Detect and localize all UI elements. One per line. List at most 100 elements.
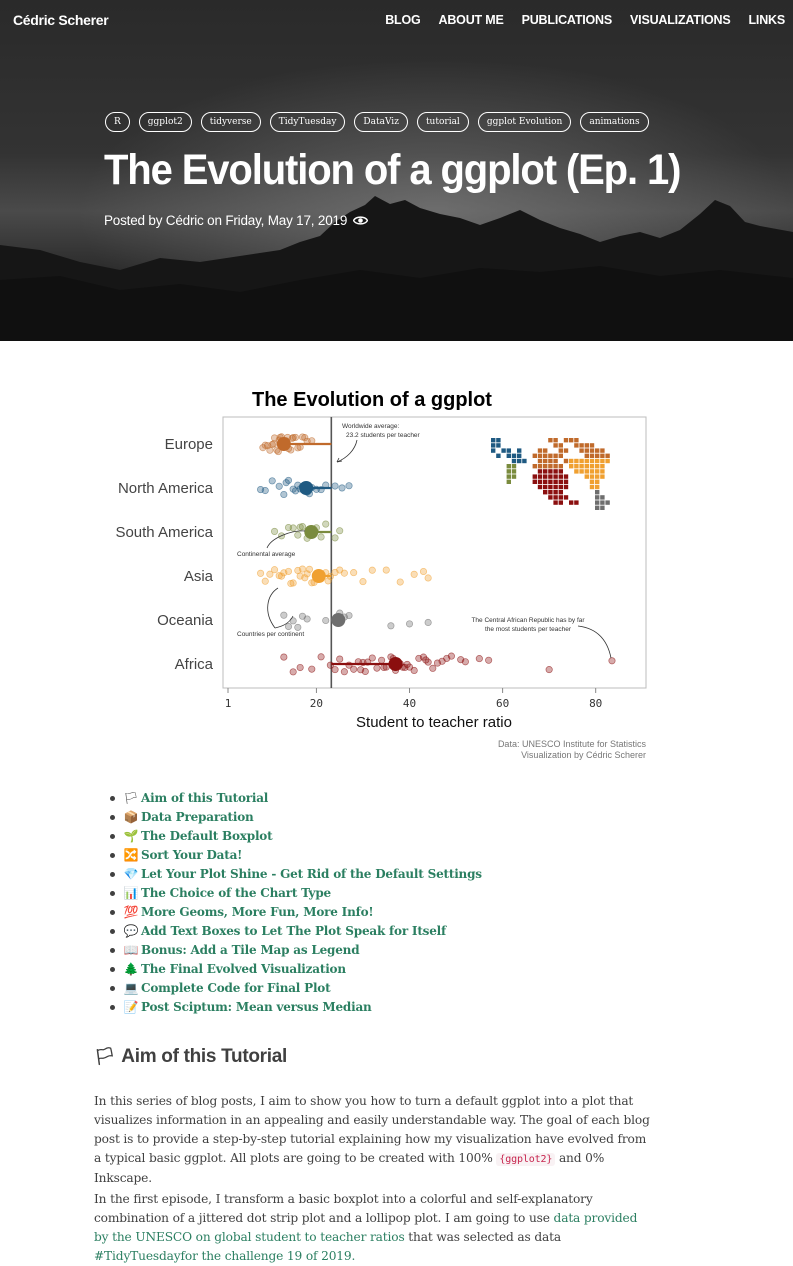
- nav-links[interactable]: LINKS: [748, 13, 785, 27]
- paragraph-episode-text: In the first episode, I transform a basi…: [94, 1192, 593, 1225]
- tidytuesday-link[interactable]: #TidyTuesdayfor the challenge 19 of 2019…: [94, 1249, 356, 1263]
- table-of-contents: 🏳 Aim of this Tutorial 📦 Data Preparation 🌱 T…: [110, 789, 482, 1017]
- section-heading: 🏳 Aim of this Tutorial: [94, 1046, 287, 1068]
- tile-south-america: [506, 474, 511, 479]
- tile-europe: [605, 453, 610, 458]
- tile-europe: [537, 453, 543, 458]
- tile-asia: [589, 474, 595, 479]
- tile-europe: [579, 448, 584, 453]
- toc-link[interactable]: The Final Evolved Visualization: [141, 962, 346, 976]
- tile-africa: [543, 479, 548, 484]
- tile-asia: [595, 464, 600, 469]
- toc-emoji-icon: 💻: [123, 981, 139, 995]
- tag-list: R ggplot2 tidyverse TidyTuesday DataViz …: [105, 112, 649, 132]
- tile-europe: [558, 464, 563, 469]
- data-point: [410, 666, 418, 675]
- toc-link[interactable]: Add Text Boxes to Let The Plot Speak for…: [141, 924, 446, 938]
- tile-asia: [579, 464, 584, 469]
- toc-link[interactable]: The Default Boxplot: [141, 829, 273, 843]
- post-meta-text: Posted by Cédric on Friday, May 17, 2019: [104, 213, 348, 228]
- tile-africa: [537, 474, 543, 479]
- data-point: [275, 482, 283, 490]
- tile-north-america: [506, 453, 511, 458]
- toc-link[interactable]: Sort Your Data!: [141, 848, 243, 862]
- tile-europe: [600, 448, 605, 453]
- tile-europe: [579, 443, 584, 448]
- tile-asia: [589, 458, 595, 464]
- nav-visualizations[interactable]: VISUALIZATIONS: [630, 13, 731, 27]
- toc-link[interactable]: Complete Code for Final Plot: [141, 981, 331, 995]
- data-point: [608, 657, 616, 665]
- tile-asia: [569, 458, 574, 464]
- tile-asia: [595, 484, 600, 490]
- tile-asia: [605, 458, 610, 464]
- toc-link[interactable]: Post Sciptum: Mean versus Median: [141, 1000, 372, 1014]
- bullet: [110, 986, 115, 991]
- data-point: [331, 482, 339, 490]
- annotation-car-detail: the most students per teacher: [485, 626, 572, 633]
- toc-link[interactable]: Data Preparation: [141, 810, 254, 824]
- bullet: [110, 872, 115, 877]
- tag-tidyverse[interactable]: tidyverse: [200, 112, 261, 132]
- nav-blog[interactable]: BLOG: [385, 13, 421, 27]
- caption-line-1: Data: UNESCO Institute for Statistics: [498, 739, 647, 749]
- continent-mean-dot: [311, 569, 326, 583]
- annotation-countries: Countries per continent: [237, 631, 304, 638]
- toc-link[interactable]: Let Your Plot Shine - Get Rid of the Def…: [141, 867, 482, 881]
- bullet: [110, 948, 115, 953]
- tile-north-america: [511, 458, 517, 464]
- tile-europe: [553, 458, 558, 464]
- tile-africa: [558, 469, 563, 474]
- data-point: [387, 622, 395, 630]
- data-point: [424, 574, 432, 582]
- tag-ggplot-evolution[interactable]: ggplot Evolution: [477, 112, 572, 132]
- tile-africa: [553, 495, 558, 500]
- toc-item: 📖 Bonus: Add a Tile Map as Legend: [110, 941, 482, 960]
- toc-emoji-icon: 💬: [123, 924, 139, 938]
- unesco-data-link[interactable]: data provided by the UNESCO on global st…: [94, 1211, 638, 1244]
- data-point: [345, 482, 353, 490]
- data-point: [261, 577, 269, 585]
- toc-item: 🌱 The Default Boxplot: [110, 827, 482, 846]
- toc-item: 💯 More Geoms, More Fun, More Info!: [110, 903, 482, 922]
- tile-south-america: [511, 474, 517, 479]
- toc-link[interactable]: More Geoms, More Fun, More Info!: [141, 905, 374, 919]
- tag-tidytuesday[interactable]: TidyTuesday: [269, 112, 346, 132]
- tile-europe: [543, 458, 548, 464]
- data-point: [368, 654, 376, 662]
- tag-tutorial[interactable]: tutorial: [416, 112, 469, 132]
- tile-asia: [589, 479, 595, 484]
- tile-europe: [532, 453, 537, 458]
- data-point: [261, 441, 269, 449]
- data-point: [380, 663, 388, 672]
- tag-r[interactable]: R: [105, 112, 130, 132]
- tile-europe: [600, 453, 605, 458]
- data-point: [264, 442, 272, 450]
- site-brand[interactable]: Cédric Scherer: [13, 12, 109, 28]
- data-point: [305, 565, 314, 573]
- continent-mean-dot: [304, 525, 319, 539]
- nav-about-me[interactable]: ABOUT ME: [438, 13, 504, 27]
- tile-europe: [543, 464, 548, 469]
- tile-africa: [553, 469, 558, 474]
- toc-emoji-icon: 📖: [123, 943, 139, 957]
- paragraph-intro-text: In this series of blog posts, I aim to s…: [94, 1094, 650, 1165]
- toc-emoji-icon: 🔀: [123, 848, 139, 862]
- tag-ggplot2[interactable]: ggplot2: [138, 112, 192, 132]
- data-point: [359, 578, 367, 586]
- tile-oceania: [600, 495, 605, 500]
- toc-link[interactable]: Aim of this Tutorial: [141, 791, 269, 805]
- data-point: [382, 566, 390, 574]
- tile-africa: [553, 500, 558, 505]
- tag-animations[interactable]: animations: [580, 112, 649, 132]
- tile-north-america: [491, 438, 496, 443]
- tile-africa: [532, 479, 537, 484]
- data-point: [284, 567, 293, 575]
- tag-dataviz[interactable]: DataViz: [354, 112, 408, 132]
- nav-publications[interactable]: PUBLICATIONS: [521, 13, 613, 27]
- data-point: [378, 656, 386, 664]
- toc-link[interactable]: Bonus: Add a Tile Map as Legend: [141, 943, 360, 957]
- toc-link[interactable]: The Choice of the Chart Type: [141, 886, 331, 900]
- data-point: [270, 440, 278, 448]
- top-nav: BLOG ABOUT ME PUBLICATIONS VISUALIZATION…: [385, 13, 785, 27]
